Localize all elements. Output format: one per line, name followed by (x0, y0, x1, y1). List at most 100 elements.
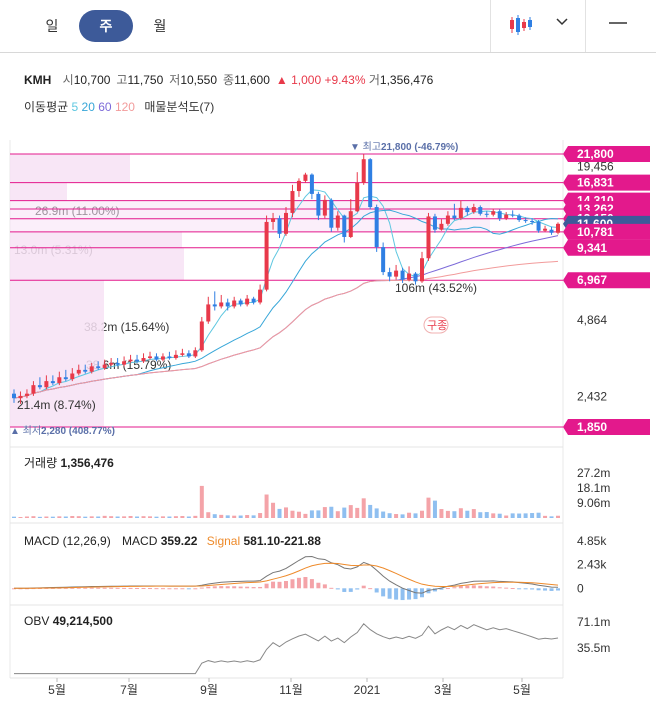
candle-body (517, 215, 522, 221)
candle[interactable] (135, 354, 140, 363)
candle[interactable] (303, 172, 308, 183)
candle[interactable] (115, 358, 120, 367)
candle[interactable] (342, 214, 347, 243)
candle[interactable] (400, 267, 405, 283)
candle-body (394, 270, 399, 277)
signal-line (13, 562, 559, 589)
candle[interactable] (322, 195, 327, 219)
candle[interactable] (432, 213, 437, 233)
candle[interactable] (18, 391, 23, 404)
candle[interactable] (180, 348, 185, 357)
candle[interactable] (96, 361, 101, 370)
candle[interactable] (556, 222, 560, 235)
candle[interactable] (219, 294, 224, 309)
candle[interactable] (264, 215, 269, 292)
candle[interactable] (504, 212, 509, 221)
candle[interactable] (251, 296, 256, 305)
volume-bar (342, 507, 347, 518)
candle[interactable] (543, 225, 548, 232)
candle[interactable] (374, 204, 379, 252)
candle[interactable] (63, 369, 68, 382)
ma-legend[interactable]: 이동평균 5 20 60 120 매물분석도(7) (24, 98, 214, 115)
candle[interactable] (316, 191, 321, 221)
candle[interactable] (296, 178, 301, 197)
candle[interactable] (89, 362, 94, 374)
candle[interactable] (44, 375, 49, 390)
tab-day[interactable]: 일 (45, 18, 59, 34)
candle[interactable] (517, 213, 522, 222)
candle[interactable] (510, 210, 515, 218)
candle-body (148, 356, 152, 359)
candle[interactable] (445, 211, 450, 226)
menu-icon[interactable] (609, 22, 627, 26)
chevron-down-icon[interactable] (556, 17, 568, 27)
candle[interactable] (160, 353, 165, 362)
candle[interactable] (407, 266, 412, 282)
candle[interactable] (381, 242, 386, 276)
candle[interactable] (549, 226, 554, 235)
macd-histogram-bar (329, 587, 334, 589)
candle[interactable] (193, 347, 198, 359)
candle[interactable] (497, 209, 502, 221)
candle[interactable] (57, 371, 62, 386)
candle[interactable] (465, 206, 470, 216)
candle[interactable] (355, 172, 360, 213)
candle[interactable] (83, 364, 88, 374)
candle[interactable] (238, 298, 243, 307)
candle[interactable] (452, 203, 457, 221)
candle[interactable] (109, 358, 114, 367)
tab-month[interactable]: 월 (153, 18, 167, 34)
candle[interactable] (76, 364, 81, 376)
candle[interactable] (290, 184, 295, 218)
candle[interactable] (173, 350, 178, 360)
candle[interactable] (258, 284, 263, 305)
volume-bar (316, 510, 321, 518)
candle[interactable] (309, 173, 314, 200)
candle[interactable] (271, 212, 276, 230)
candle[interactable] (439, 219, 444, 231)
candlestick-icon[interactable] (508, 14, 536, 36)
candle[interactable] (426, 212, 431, 261)
candle[interactable] (277, 215, 282, 239)
candle[interactable] (368, 158, 373, 210)
candle[interactable] (335, 211, 340, 231)
candle[interactable] (206, 296, 211, 324)
candle[interactable] (141, 353, 146, 363)
candle[interactable] (387, 267, 392, 282)
candle[interactable] (413, 272, 418, 285)
candle[interactable] (199, 316, 204, 352)
candle[interactable] (225, 298, 230, 311)
candle[interactable] (491, 208, 496, 217)
candle[interactable] (536, 220, 541, 233)
candle[interactable] (361, 154, 366, 185)
candle[interactable] (128, 354, 133, 363)
candle[interactable] (530, 218, 535, 225)
candle[interactable] (122, 356, 127, 367)
candle[interactable] (232, 296, 237, 309)
candle[interactable] (154, 353, 159, 362)
candle[interactable] (420, 251, 424, 283)
candle[interactable] (212, 291, 217, 311)
candle[interactable] (70, 368, 75, 382)
candle[interactable] (31, 381, 36, 396)
candle[interactable] (284, 207, 288, 236)
candle[interactable] (186, 350, 191, 359)
candle[interactable] (50, 375, 55, 386)
candle[interactable] (245, 294, 250, 307)
tab-week[interactable]: 주 (79, 10, 133, 42)
candle[interactable] (471, 203, 476, 214)
candle[interactable] (394, 264, 399, 280)
candle[interactable] (102, 359, 107, 370)
candle[interactable] (523, 217, 528, 223)
candle[interactable] (148, 351, 152, 360)
candle[interactable] (484, 211, 489, 218)
candle[interactable] (329, 198, 334, 232)
candle[interactable] (478, 205, 483, 216)
candle[interactable] (458, 200, 463, 221)
candle[interactable] (167, 351, 172, 360)
candle[interactable] (37, 377, 42, 390)
candle[interactable] (24, 389, 29, 399)
candle[interactable] (12, 389, 16, 403)
candle[interactable] (348, 199, 353, 239)
